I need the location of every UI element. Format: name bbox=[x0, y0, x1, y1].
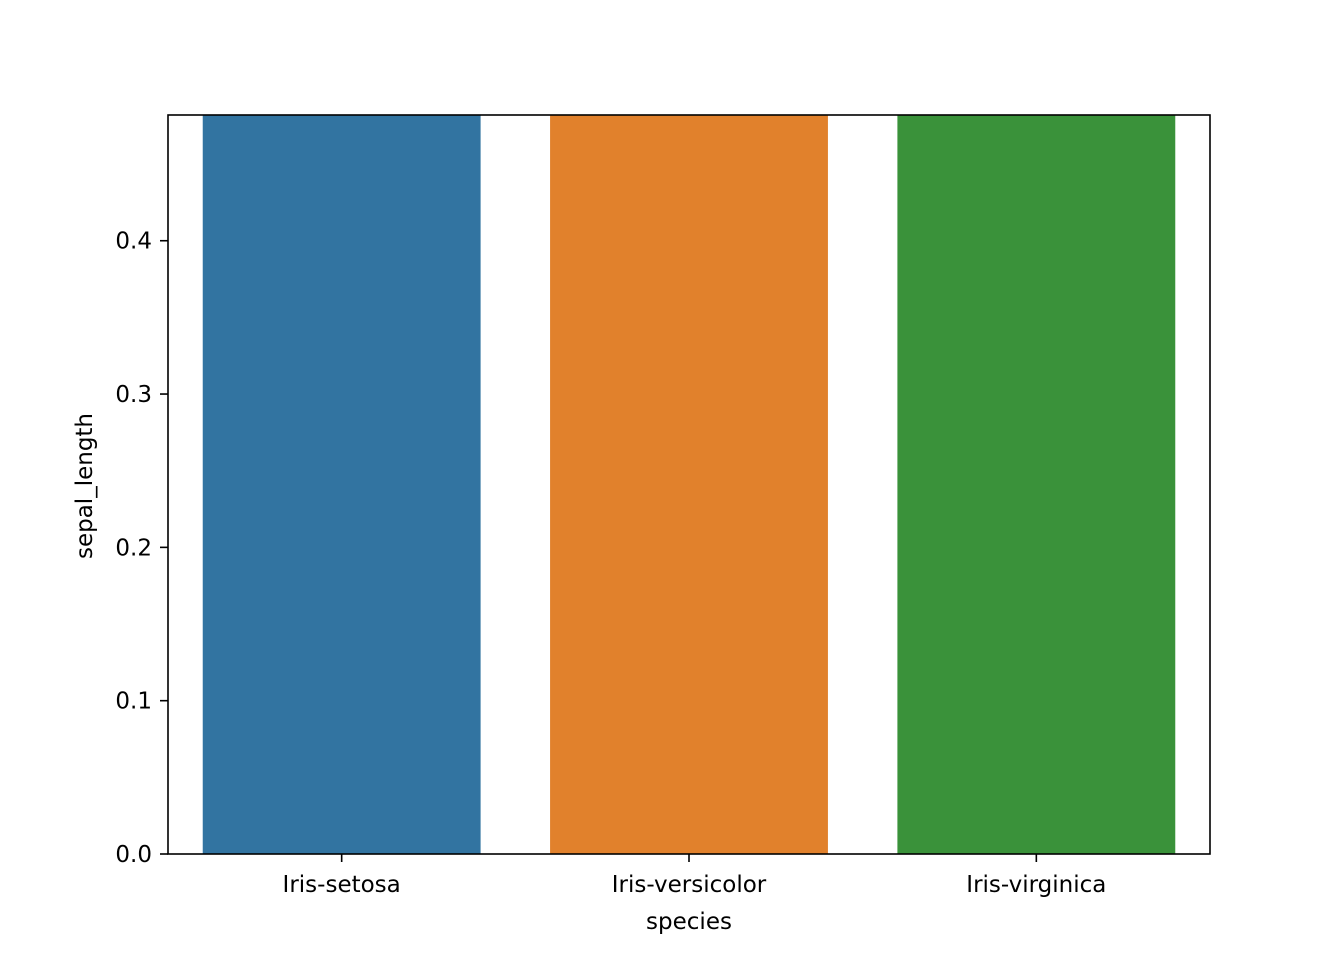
bar-iris-setosa bbox=[202, 115, 481, 854]
y-axis: 0.0 0.1 0.2 0.3 0.4 bbox=[115, 229, 168, 868]
x-tick-label: Iris-virginica bbox=[966, 872, 1106, 898]
x-tick-label: Iris-setosa bbox=[283, 872, 401, 898]
x-axis-label: species bbox=[646, 909, 732, 935]
y-tick-label: 0.3 bbox=[115, 382, 152, 408]
y-tick-label: 0.0 bbox=[115, 842, 152, 868]
bar-iris-virginica bbox=[897, 115, 1176, 854]
bars-layer bbox=[202, 115, 1176, 854]
y-tick-label: 0.2 bbox=[115, 535, 152, 561]
x-tick-label: Iris-versicolor bbox=[612, 872, 767, 898]
y-tick-label: 0.1 bbox=[115, 689, 152, 715]
y-tick-label: 0.4 bbox=[115, 229, 152, 255]
bar-iris-versicolor bbox=[550, 115, 828, 854]
y-axis-label: sepal_length bbox=[72, 413, 98, 559]
x-axis: Iris-setosa Iris-versicolor Iris-virginica bbox=[283, 854, 1106, 898]
